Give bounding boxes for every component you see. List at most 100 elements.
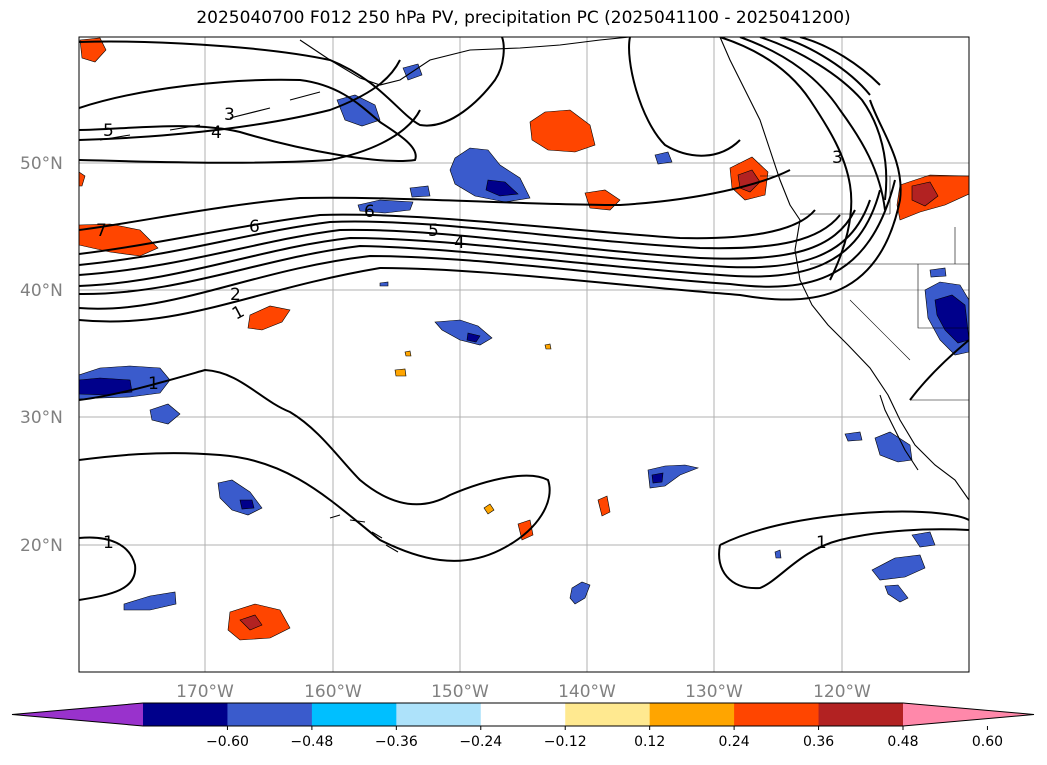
colorbar-tick-label: −0.48 [290,734,333,750]
precip-negative-patch [123,591,177,611]
precipitation-patches [79,37,969,641]
lat-label: 30°N [20,408,63,428]
contour-line [79,189,881,296]
colorbar-segment [396,703,482,726]
contour-line [79,209,856,276]
contour-label: 5 [428,221,439,241]
contour-line [79,368,551,562]
precip-negative-patch [569,581,591,605]
lon-label: 140°W [558,682,616,702]
lon-label: 130°W [685,682,743,702]
colorbar-extend-max [903,703,1034,726]
contour-line [628,37,741,157]
plot-area [79,37,969,672]
lon-label: 150°W [431,682,489,702]
contour-label: 1 [816,533,827,553]
contour-line [739,37,886,211]
colorbar-segment [649,703,735,726]
precip-negative-patch [844,431,863,442]
colorbar-tick-label: 0.60 [972,734,1003,750]
baja-coast [879,394,919,471]
contour-line [79,78,417,162]
contour-label: 3 [224,105,235,125]
contour-label: 4 [454,233,465,253]
colorbar-segment [480,703,566,726]
gridlines [79,37,969,672]
contour-label: 3 [832,148,843,168]
contour-label: 2 [230,285,241,305]
contour-label: 6 [364,202,375,222]
colorbar-tick-label: 0.24 [719,734,750,750]
precip-negative-patch [409,185,431,198]
contour-line [799,37,881,86]
precip-negative-patch [911,531,936,548]
precip-positive-patch [483,503,495,515]
colorbar-segment [311,703,397,726]
colorbar-tick-label: −0.12 [544,734,587,750]
precip-positive-patch [597,495,611,517]
colorbar-tick-label: 0.36 [803,734,834,750]
colorbar-tick-label: −0.24 [459,734,502,750]
contour-line [779,37,871,96]
precip-negative-patch [79,377,133,396]
lon-label: 120°W [813,682,871,702]
latitude-labels: 50°N 40°N 30°N 20°N [20,154,63,556]
precip-negative-patch [149,403,181,425]
precip-negative-patch [871,554,926,581]
contour-line [759,37,888,201]
precip-positive-patch [404,350,412,357]
contour-label: 7 [96,221,107,241]
pv-contours [79,37,969,601]
colorbar-segment [143,703,228,726]
contour-line [79,37,505,127]
map-title: 2025040700 F012 250 hPa PV, precipitatio… [196,8,851,28]
colorbar: −0.60 −0.48 −0.36 −0.24 −0.12 0.12 0.24 0.36 0.4… [11,702,1035,750]
lon-label: 160°W [304,682,362,702]
colorbar-segment [818,703,904,726]
precip-positive-patch [394,368,407,377]
precip-negative-patch [774,549,782,559]
precip-negative-patch [929,267,947,278]
colorbar-tick-label: −0.60 [206,734,249,750]
lon-label: 170°W [176,682,234,702]
contour-line [79,99,902,323]
precip-negative-patch [651,472,664,484]
longitude-labels: 170°W 160°W 150°W 140°W 130°W 120°W [176,682,871,702]
plot-frame [78,36,970,673]
precip-negative-patch [379,281,389,287]
alaska-coast [299,37,631,86]
contour-label: 1 [148,374,159,394]
contour-line [718,510,969,590]
contour-line [79,199,871,287]
colorbar-tick-label: 0.48 [887,734,918,750]
precip-negative-patch [466,332,481,343]
contour-line [79,209,816,255]
precip-negative-patch [654,151,673,165]
precip-negative-patch [934,294,969,344]
precip-positive-patch [911,181,939,207]
contour-line [79,179,896,310]
lat-label: 50°N [20,154,63,174]
contour-line [79,109,421,164]
colorbar-outline [11,702,1035,727]
contour-label: 6 [249,217,260,237]
colorbar-segment [565,703,651,726]
lat-label: 40°N [20,281,63,301]
precip-negative-patch [357,199,414,214]
precip-positive-patch [239,614,263,631]
contour-line [79,59,401,141]
lat-label: 20°N [20,536,63,556]
colorbar-tick-label: 0.12 [634,734,665,750]
precip-negative-patch [239,499,255,510]
precip-positive-patch [517,519,534,541]
contour-line [909,339,969,401]
contour-line [79,169,791,231]
contour-line [719,37,853,281]
contour-line [79,536,137,601]
contour-label: 1 [103,533,114,553]
precip-positive-patch [247,305,291,331]
colorbar-tick-label: −0.36 [375,734,418,750]
precip-positive-patch [79,37,107,63]
contour-label: 5 [103,121,114,141]
